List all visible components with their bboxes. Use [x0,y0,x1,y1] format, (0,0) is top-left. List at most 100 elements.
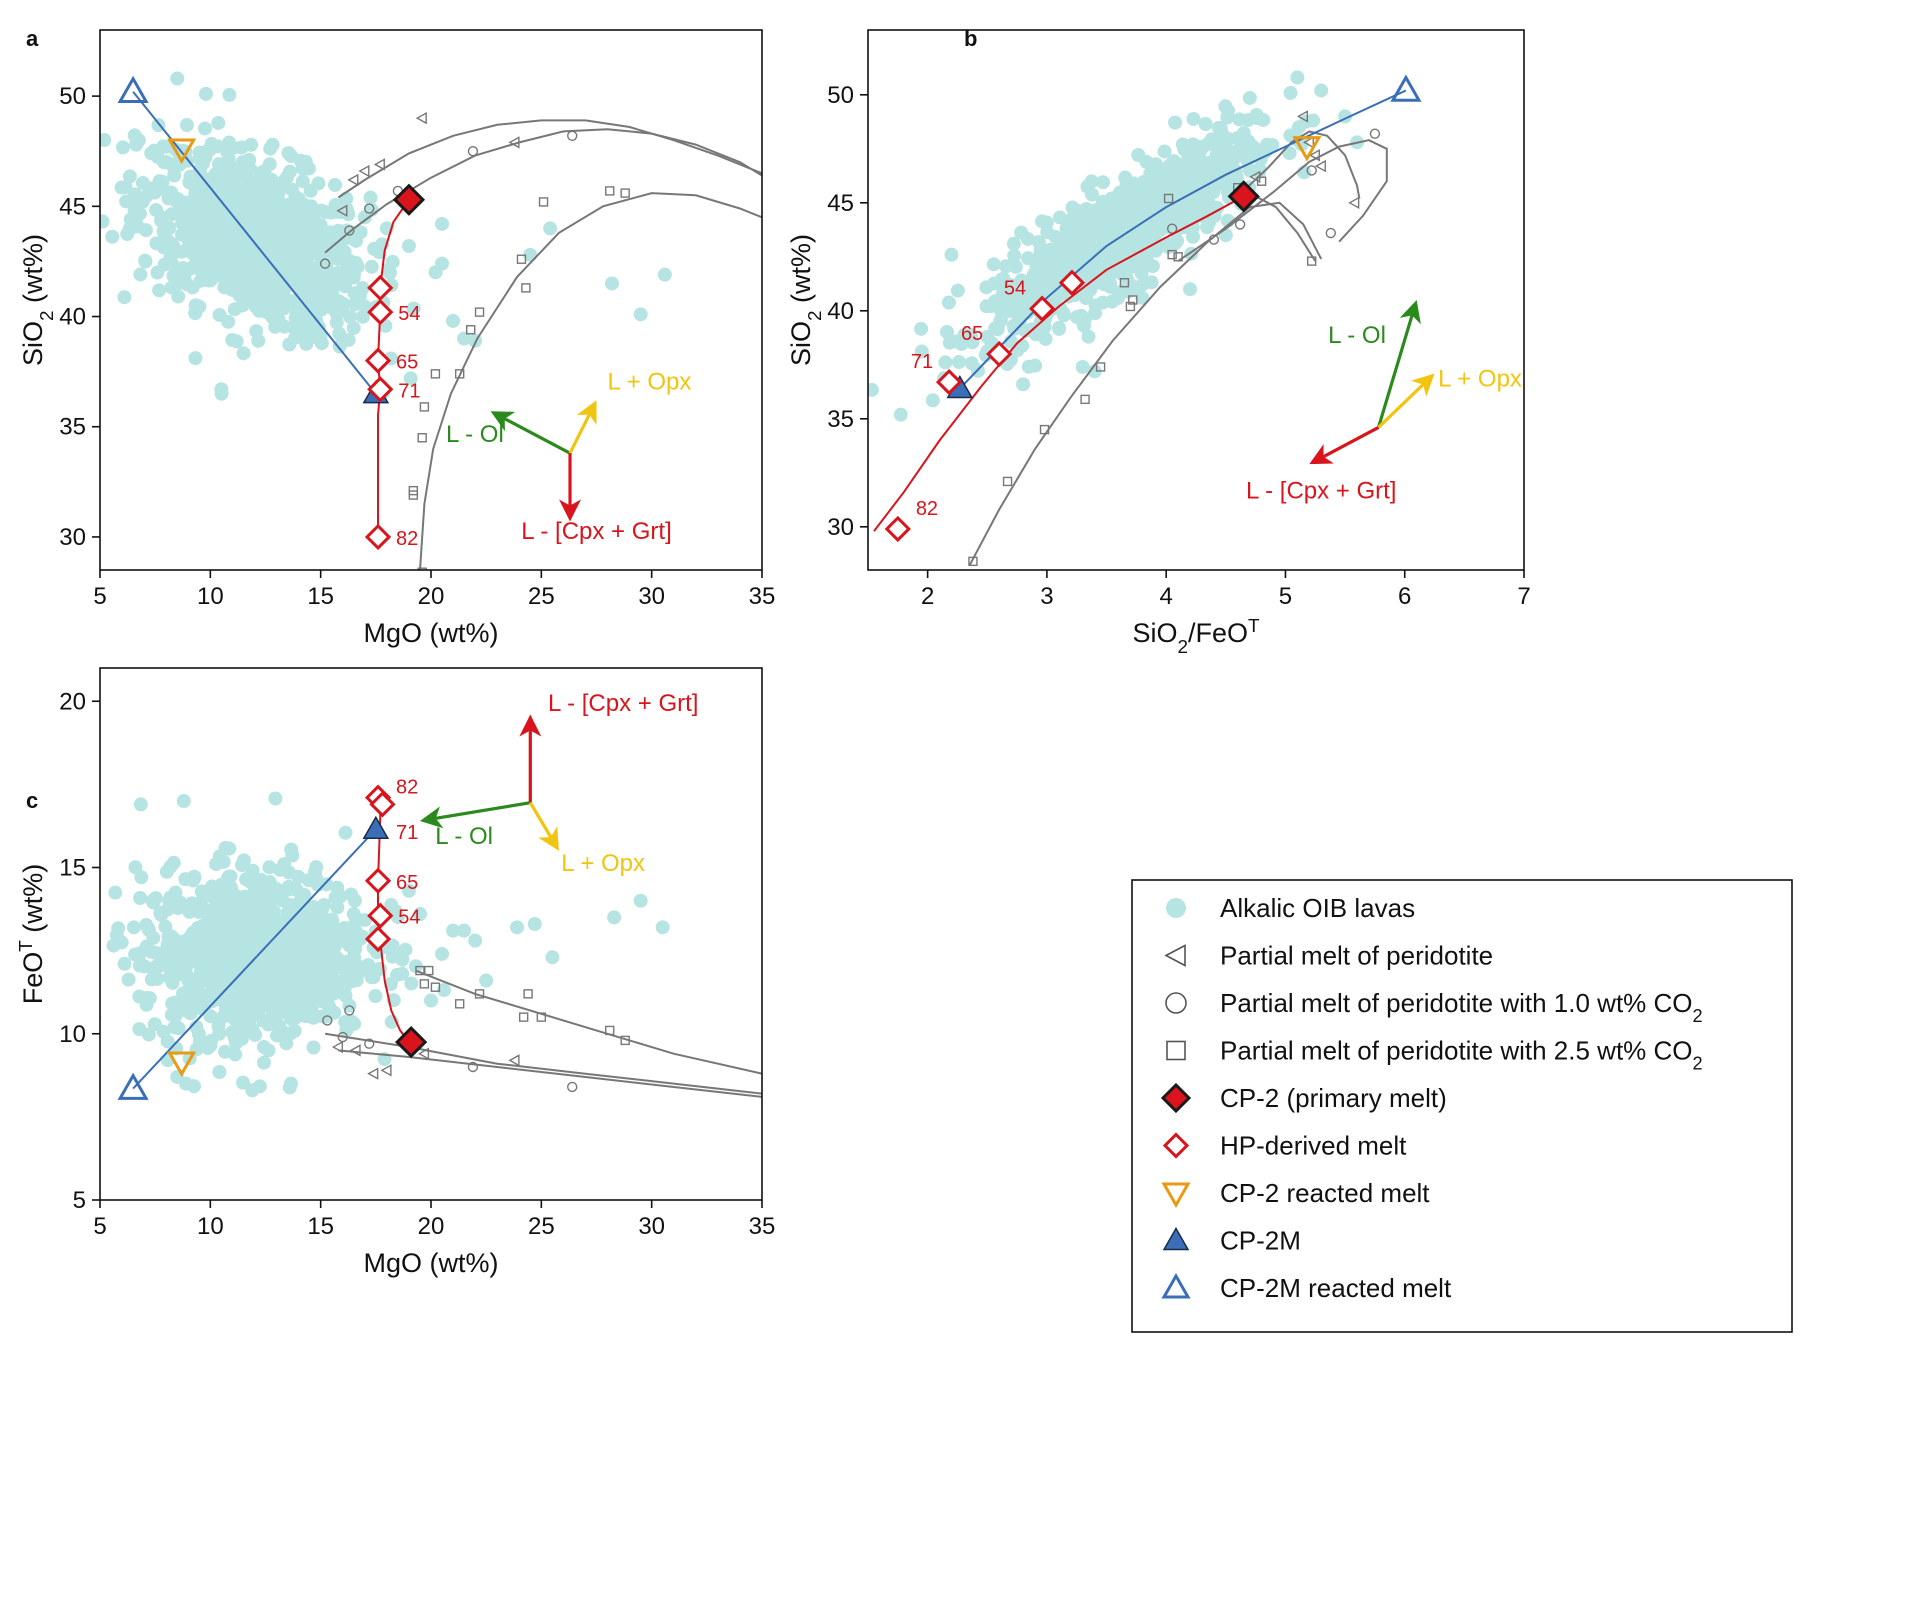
ocean-point [240,971,255,986]
ocean-point [306,1040,321,1055]
peridotite-co2-2-5-point [424,965,434,976]
ocean-point [1103,248,1118,263]
hp-derived-melt-marker [935,368,963,396]
x-tick-label: 15 [307,1213,334,1240]
ocean-point [1016,377,1031,392]
y-axis-label: SiO2 (wt%) [786,234,826,366]
ocean-point [1096,175,1111,190]
vector-green-head [490,411,516,432]
ocean-point [179,1076,194,1091]
ocean-point [264,993,279,1008]
ocean-point [123,212,138,227]
ocean-point [1077,312,1092,327]
ocean-point [232,193,247,208]
ocean-point [1016,287,1031,302]
peridotite-co2-2-5-point [417,433,427,443]
hp-step-label: 82 [916,498,938,520]
ocean-point [325,968,340,983]
ocean-point [357,210,372,225]
ocean-point [265,948,280,963]
vector-label: L - [Cpx + Grt] [548,690,698,717]
ocean-point [1298,114,1313,129]
legend-marker-cp2 [1160,1082,1192,1114]
x-tick-label: 25 [528,1213,555,1240]
hp-step-label: 82 [396,528,418,550]
ocean-point [264,222,279,237]
legend-box [1131,879,1793,1333]
ocean-point [330,900,345,915]
ocean-point [383,977,398,992]
ocean-point [435,946,450,961]
legend-marker-p0 [1164,944,1186,967]
vector-label: L - Ol [435,823,493,850]
cp2-reacted-melt-marker [1292,136,1322,162]
ocean-point [942,335,957,350]
ocean-point [1186,229,1201,244]
ocean-point [1283,85,1298,100]
ocean-point [323,277,338,292]
hp-derived-melt-marker [367,274,394,301]
peridotite-melt-curve [419,192,762,570]
ocean-point [339,1023,354,1038]
peridotite-co2-1-point [467,1061,479,1073]
cp2-primary-melt-marker [1227,180,1260,213]
peridotite-melt-curve [415,969,762,1075]
ocean-point [1314,83,1329,98]
ocean-point [175,950,190,965]
ocean-point [285,848,300,863]
ocean-point [1008,259,1023,274]
ocean-point [304,1001,319,1016]
ocean-point [284,149,299,164]
vector-green-shaft [1376,314,1414,428]
ocean-point [148,891,163,906]
ocean-point [100,214,110,229]
peridotite-co2-2-5-point [605,1025,615,1036]
ocean-point [191,970,206,985]
ocean-point [155,174,170,189]
legend-label-cp2r: CP-2 reacted melt [1220,1178,1430,1208]
panel-label-a: a [26,26,39,51]
ocean-point [925,393,940,408]
ocean-point [1192,150,1207,165]
ocean-point [100,133,112,148]
ocean-point [245,1083,260,1098]
ocean-point [1081,329,1096,344]
peridotite-co2-2-5-point [536,1012,547,1022]
plot-area [868,70,1422,567]
legend-label-cp2mr: CP-2M reacted melt [1220,1273,1452,1303]
ocean-point [1223,149,1238,164]
ocean-point [993,314,1008,329]
ocean-point [210,184,225,199]
ocean-point [154,210,169,225]
ocean-point [1057,308,1072,323]
ocean-point [273,969,288,984]
ocean-point [256,973,271,988]
legend-marker-cp2r [1161,1182,1191,1209]
ocean-point [1052,320,1067,335]
ocean-point [363,190,378,205]
legend-label-ocean: Alkalic OIB lavas [1220,893,1415,923]
peridotite-co2-2-5-point [454,999,465,1009]
ocean-point [1007,321,1022,336]
ocean-cloud [100,791,670,1098]
ocean-point [479,973,494,988]
ocean-point [222,135,237,150]
ocean-point [236,346,251,361]
ocean-point [192,299,207,314]
ocean-point [320,923,335,938]
x-tick-label: 10 [197,1213,224,1240]
ocean-point [346,907,361,922]
ocean-point [1217,134,1232,149]
hp-derived-melt-marker [1029,295,1056,322]
ocean-point [216,854,231,869]
ocean-point [106,938,121,953]
ocean-point [273,243,288,258]
vector-green-shaft [503,417,571,455]
ocean-point [127,128,142,143]
ocean-point [187,258,202,273]
ocean-point [279,1036,294,1051]
hp-derived-melt-marker [367,376,394,403]
legend-marker-hp [1162,1132,1190,1159]
ocean-point [1095,211,1110,226]
ocean-point [941,295,956,310]
